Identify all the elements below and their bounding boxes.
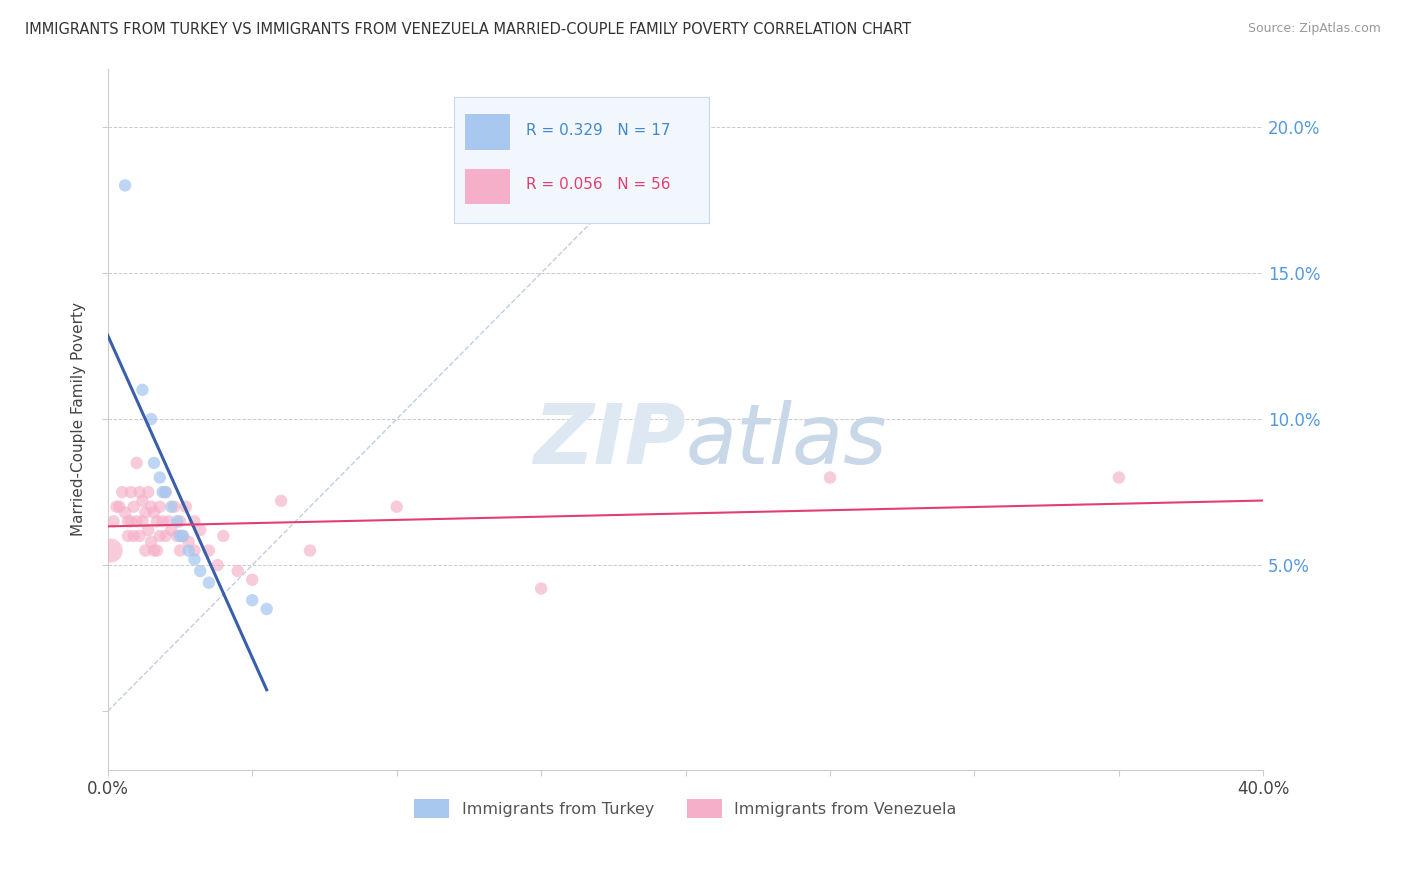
Point: [183, 514, 205, 528]
Point: [100, 543, 122, 558]
Point: [240, 573, 263, 587]
Point: [166, 529, 188, 543]
Point: [172, 529, 194, 543]
Point: [134, 543, 156, 558]
Point: [155, 529, 177, 543]
Point: [108, 500, 131, 514]
Point: [125, 456, 148, 470]
Point: [139, 534, 162, 549]
Point: [155, 485, 177, 500]
Point: [183, 543, 205, 558]
Point: [120, 485, 142, 500]
Point: [157, 514, 180, 528]
Point: [149, 500, 172, 514]
Point: [174, 500, 197, 514]
Point: [240, 593, 263, 607]
Point: [385, 500, 408, 514]
Point: [188, 564, 211, 578]
Point: [152, 514, 174, 528]
Point: [131, 383, 153, 397]
Point: [198, 575, 221, 590]
Point: [120, 514, 142, 528]
Point: [122, 500, 145, 514]
Point: [143, 506, 166, 520]
Point: [111, 485, 134, 500]
Text: IMMIGRANTS FROM TURKEY VS IMMIGRANTS FROM VENEZUELA MARRIED-COUPLE FAMILY POVERT: IMMIGRANTS FROM TURKEY VS IMMIGRANTS FRO…: [25, 22, 911, 37]
Point: [212, 529, 235, 543]
Point: [177, 534, 200, 549]
Point: [172, 529, 194, 543]
Point: [122, 529, 145, 543]
Text: atlas: atlas: [686, 400, 887, 481]
Point: [530, 582, 553, 596]
Point: [136, 523, 159, 537]
Point: [207, 558, 229, 573]
Point: [128, 529, 150, 543]
Point: [183, 552, 205, 566]
Legend: Immigrants from Turkey, Immigrants from Venezuela: Immigrants from Turkey, Immigrants from …: [408, 792, 963, 825]
Point: [139, 500, 162, 514]
Point: [143, 456, 166, 470]
Point: [169, 543, 191, 558]
Point: [143, 543, 166, 558]
Point: [103, 514, 125, 528]
Point: [114, 178, 136, 193]
Point: [146, 514, 169, 528]
Point: [131, 514, 153, 528]
Point: [163, 500, 186, 514]
Point: [149, 529, 172, 543]
Text: Source: ZipAtlas.com: Source: ZipAtlas.com: [1247, 22, 1381, 36]
Point: [166, 514, 188, 528]
Point: [136, 485, 159, 500]
Point: [125, 514, 148, 528]
Point: [155, 485, 177, 500]
Point: [1108, 470, 1130, 484]
Point: [818, 470, 841, 484]
Point: [128, 485, 150, 500]
Point: [117, 514, 139, 528]
Point: [169, 529, 191, 543]
Point: [188, 523, 211, 537]
Point: [160, 500, 183, 514]
Y-axis label: Married-Couple Family Poverty: Married-Couple Family Poverty: [72, 302, 86, 536]
Point: [117, 529, 139, 543]
Point: [139, 412, 162, 426]
Point: [226, 564, 249, 578]
Point: [160, 523, 183, 537]
Point: [177, 543, 200, 558]
Point: [146, 543, 169, 558]
Point: [152, 485, 174, 500]
Point: [198, 543, 221, 558]
Text: ZIP: ZIP: [533, 400, 686, 481]
Point: [149, 470, 172, 484]
Point: [131, 494, 153, 508]
Point: [298, 543, 321, 558]
Point: [169, 514, 191, 528]
Point: [256, 602, 278, 616]
Point: [270, 494, 292, 508]
Point: [134, 506, 156, 520]
Point: [105, 500, 128, 514]
Point: [114, 506, 136, 520]
